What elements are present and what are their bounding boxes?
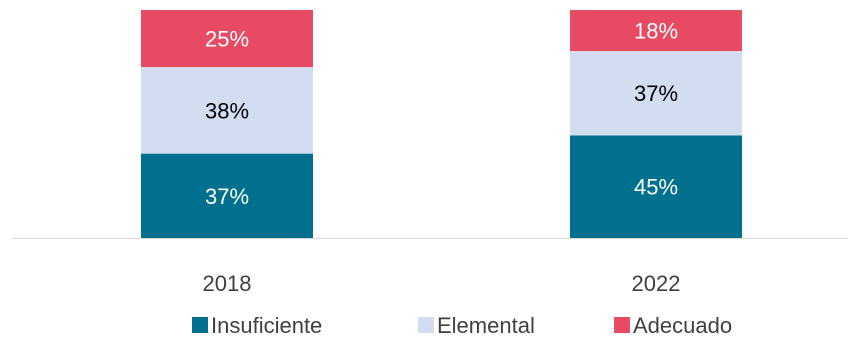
x-tick-label-2018: 2018: [203, 271, 252, 296]
bar-adecuado-2018: [141, 10, 313, 67]
legend-label-insuficiente: Insuficiente: [211, 313, 322, 338]
legend-label-elemental: Elemental: [437, 313, 535, 338]
x-tick-label-2022: 2022: [632, 271, 681, 296]
data-label-adecuado-2022: 18%: [634, 19, 678, 44]
bar-elemental-2018: [141, 67, 313, 154]
plot-area: 37% 38% 25% 45% 37% 18%: [141, 10, 742, 238]
bar-insuficiente-2018: [141, 153, 313, 238]
legend-item-elemental: Elemental: [418, 313, 535, 338]
bar-elemental-2022: [570, 51, 742, 136]
data-label-insuficiente-2018: 37%: [205, 184, 249, 209]
bar-adecuado-2022: [570, 10, 742, 52]
x-axis-ticks: 2018 2022: [203, 271, 681, 296]
data-label-elemental-2022: 37%: [634, 81, 678, 106]
legend-item-insuficiente: Insuficiente: [192, 313, 322, 338]
legend-swatch-elemental: [418, 317, 434, 333]
data-label-insuficiente-2022: 45%: [634, 175, 678, 200]
data-label-adecuado-2018: 25%: [205, 27, 249, 52]
legend-swatch-adecuado: [614, 317, 630, 333]
legend-item-adecuado: Adecuado: [614, 313, 732, 338]
legend: Insuficiente Elemental Adecuado: [192, 313, 732, 338]
bar-insuficiente-2022: [570, 135, 742, 238]
legend-label-adecuado: Adecuado: [633, 313, 732, 338]
legend-swatch-insuficiente: [192, 317, 208, 333]
data-label-elemental-2018: 38%: [205, 98, 249, 123]
